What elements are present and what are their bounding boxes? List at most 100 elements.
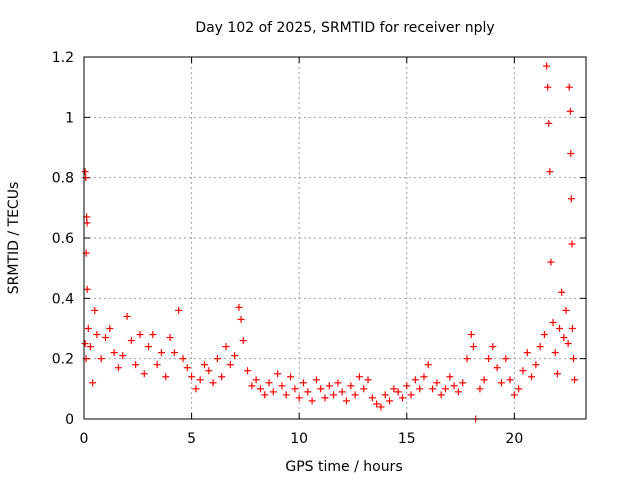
data-point	[83, 219, 91, 227]
data-point	[566, 107, 574, 115]
data-point	[278, 382, 286, 390]
data-point	[209, 379, 217, 387]
data-point	[386, 397, 394, 405]
data-point	[237, 315, 245, 323]
data-point	[312, 376, 320, 384]
data-point	[110, 349, 118, 357]
y-tick-label: 0	[65, 412, 74, 428]
data-point	[149, 331, 157, 339]
data-point	[411, 376, 419, 384]
data-point	[153, 361, 161, 369]
data-point	[441, 385, 449, 393]
data-point	[244, 367, 252, 375]
data-point	[82, 174, 90, 182]
data-point	[145, 343, 153, 351]
data-point	[515, 385, 523, 393]
grid	[84, 57, 586, 419]
data-point	[381, 391, 389, 399]
data-point	[429, 385, 437, 393]
data-point	[485, 355, 493, 363]
data-point	[570, 355, 578, 363]
data-point	[330, 391, 338, 399]
data-point	[127, 337, 135, 345]
data-point	[291, 385, 299, 393]
data-point	[231, 352, 239, 360]
data-point	[102, 334, 110, 342]
data-point	[248, 382, 256, 390]
data-point	[334, 379, 342, 387]
data-point	[84, 325, 92, 332]
data-point	[459, 379, 467, 387]
data-point	[532, 361, 540, 369]
data-point	[119, 352, 127, 360]
data-point	[551, 349, 559, 357]
data-point	[175, 306, 183, 314]
y-tick-label: 1	[65, 110, 74, 126]
data-point	[454, 388, 462, 396]
data-point	[347, 382, 355, 390]
y-axis-label: SRMTID / TECUs	[6, 182, 22, 295]
data-point	[549, 318, 557, 326]
data-point	[106, 325, 114, 332]
data-point	[545, 119, 553, 127]
data-point	[368, 394, 376, 402]
data-point	[556, 325, 564, 332]
data-point	[83, 285, 91, 293]
x-tick-label: 20	[505, 431, 523, 447]
data-point	[502, 355, 510, 363]
data-point	[567, 195, 575, 203]
data-point	[132, 361, 140, 369]
data-point	[390, 385, 398, 393]
data-point	[446, 373, 454, 381]
data-point	[546, 168, 554, 176]
data-point	[196, 376, 204, 384]
data-point	[506, 376, 514, 384]
data-point	[256, 385, 264, 393]
data-point	[407, 391, 415, 399]
data-point	[239, 337, 247, 345]
y-tick-label: 1.2	[52, 50, 74, 66]
data-point	[81, 168, 89, 176]
data-point	[351, 391, 359, 399]
data-point	[373, 400, 381, 408]
data-point	[179, 355, 187, 363]
data-point	[226, 361, 234, 369]
data-point	[123, 312, 131, 320]
data-point	[114, 364, 122, 372]
data-point	[497, 379, 505, 387]
data-point	[299, 379, 307, 387]
data-point	[489, 343, 497, 351]
data-point	[136, 331, 144, 339]
data-point	[304, 388, 312, 396]
data-point	[355, 373, 363, 381]
data-point	[343, 397, 351, 405]
data-points	[81, 62, 579, 423]
data-point	[463, 355, 471, 363]
data-point	[433, 379, 441, 387]
data-point	[571, 376, 579, 384]
data-point	[81, 340, 89, 348]
data-point	[97, 355, 105, 363]
data-point	[523, 349, 531, 357]
data-point	[265, 379, 273, 387]
data-point	[222, 343, 230, 351]
data-point	[188, 373, 196, 381]
data-point	[235, 303, 243, 311]
data-point	[398, 394, 406, 402]
data-point	[476, 385, 484, 393]
x-tick-label: 10	[290, 431, 308, 447]
data-point	[308, 397, 316, 405]
data-point	[321, 394, 329, 402]
data-point	[394, 388, 402, 396]
data-point	[192, 385, 200, 393]
data-point	[543, 62, 551, 70]
data-point	[140, 370, 148, 378]
data-point	[424, 361, 432, 369]
data-point	[364, 376, 372, 384]
data-point	[269, 388, 277, 396]
data-point	[403, 382, 411, 390]
data-point	[205, 367, 213, 375]
y-tick-label: 0.8	[52, 171, 74, 187]
data-point	[467, 331, 475, 339]
